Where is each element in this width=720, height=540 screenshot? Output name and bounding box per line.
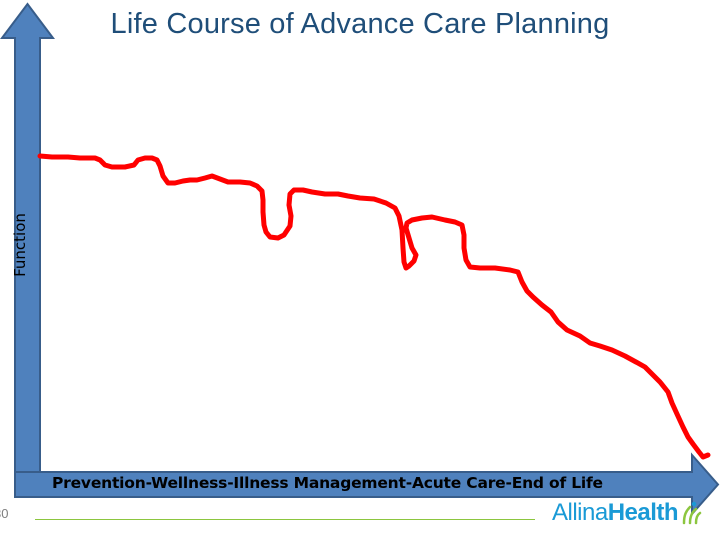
x-axis-label: Prevention-Wellness-Illness Management-A…: [52, 474, 603, 492]
allina-health-logo: Allina Health: [552, 498, 702, 528]
slide-number: 30: [0, 506, 9, 521]
function-decline-curve: [37, 153, 711, 460]
slide-title: Life Course of Advance Care Planning: [110, 8, 610, 40]
logo-text-health: Health: [607, 499, 679, 526]
leaf-icon: [682, 501, 702, 525]
x-axis-arrow: [14, 452, 720, 517]
footer-divider: [35, 519, 535, 520]
logo-text-allina: Allina: [552, 499, 608, 526]
y-axis-arrow: [0, 2, 55, 473]
y-axis-label: Function: [11, 213, 29, 277]
